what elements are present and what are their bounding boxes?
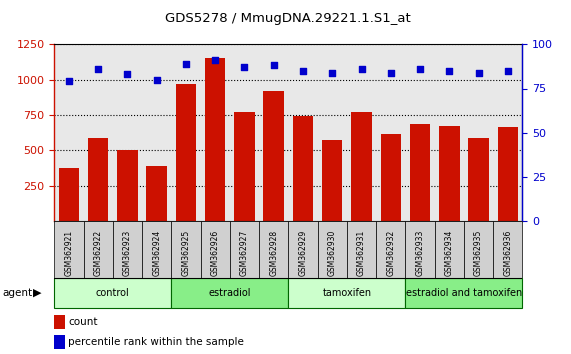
Point bbox=[152, 77, 161, 82]
Point bbox=[357, 66, 366, 72]
Bar bbox=[347, 221, 376, 278]
Text: GSM362936: GSM362936 bbox=[503, 230, 512, 276]
Bar bbox=[468, 138, 489, 221]
Bar bbox=[230, 221, 259, 278]
Point bbox=[445, 68, 454, 74]
Text: estradiol: estradiol bbox=[208, 288, 251, 298]
Bar bbox=[54, 221, 83, 278]
Bar bbox=[263, 91, 284, 221]
Point bbox=[94, 66, 103, 72]
Text: GSM362935: GSM362935 bbox=[474, 230, 483, 276]
Bar bbox=[83, 221, 112, 278]
Text: agent: agent bbox=[3, 288, 33, 298]
Text: control: control bbox=[96, 288, 130, 298]
Text: GSM362929: GSM362929 bbox=[299, 230, 308, 276]
Text: GSM362931: GSM362931 bbox=[357, 230, 366, 276]
Point bbox=[123, 72, 132, 77]
Bar bbox=[288, 278, 405, 308]
Bar bbox=[54, 335, 65, 348]
Bar bbox=[113, 221, 142, 278]
Text: GSM362933: GSM362933 bbox=[416, 230, 425, 276]
Bar bbox=[410, 124, 431, 221]
Text: GSM362925: GSM362925 bbox=[182, 230, 191, 276]
Bar bbox=[380, 134, 401, 221]
Bar bbox=[351, 112, 372, 221]
Text: GSM362926: GSM362926 bbox=[211, 230, 220, 276]
Bar bbox=[54, 278, 171, 308]
Point bbox=[328, 70, 337, 75]
Bar bbox=[205, 58, 226, 221]
Bar bbox=[322, 140, 343, 221]
Bar bbox=[259, 221, 288, 278]
Text: GSM362928: GSM362928 bbox=[269, 230, 278, 276]
Point bbox=[240, 64, 249, 70]
Text: GSM362921: GSM362921 bbox=[65, 230, 74, 276]
Bar bbox=[405, 278, 522, 308]
Bar bbox=[171, 278, 288, 308]
Bar bbox=[146, 166, 167, 221]
Text: count: count bbox=[69, 318, 98, 327]
Point bbox=[474, 70, 483, 75]
Point bbox=[503, 68, 512, 74]
Bar bbox=[317, 221, 347, 278]
Bar bbox=[234, 112, 255, 221]
Point bbox=[386, 70, 395, 75]
Text: GSM362923: GSM362923 bbox=[123, 230, 132, 276]
Bar bbox=[288, 221, 317, 278]
Bar bbox=[171, 221, 200, 278]
Bar bbox=[200, 221, 230, 278]
Text: GSM362922: GSM362922 bbox=[94, 230, 103, 276]
Point bbox=[416, 66, 425, 72]
Bar bbox=[435, 221, 464, 278]
Text: GSM362930: GSM362930 bbox=[328, 230, 337, 276]
Text: GSM362924: GSM362924 bbox=[152, 230, 161, 276]
Bar bbox=[376, 221, 405, 278]
Point bbox=[269, 63, 278, 68]
Text: GSM362927: GSM362927 bbox=[240, 230, 249, 276]
Bar bbox=[497, 127, 518, 221]
Bar bbox=[493, 221, 522, 278]
Text: ▶: ▶ bbox=[33, 288, 42, 298]
Bar bbox=[439, 126, 460, 221]
Point bbox=[65, 79, 74, 84]
Text: GDS5278 / MmugDNA.29221.1.S1_at: GDS5278 / MmugDNA.29221.1.S1_at bbox=[166, 12, 411, 25]
Bar bbox=[117, 150, 138, 221]
Text: percentile rank within the sample: percentile rank within the sample bbox=[69, 337, 244, 347]
Bar bbox=[176, 84, 196, 221]
Text: tamoxifen: tamoxifen bbox=[322, 288, 372, 298]
Bar bbox=[54, 315, 65, 329]
Bar bbox=[405, 221, 435, 278]
Bar bbox=[88, 138, 108, 221]
Text: estradiol and tamoxifen: estradiol and tamoxifen bbox=[406, 288, 522, 298]
Point bbox=[211, 57, 220, 63]
Text: GSM362934: GSM362934 bbox=[445, 230, 454, 276]
Bar bbox=[464, 221, 493, 278]
Point bbox=[182, 61, 191, 67]
Text: GSM362932: GSM362932 bbox=[386, 230, 395, 276]
Bar bbox=[59, 168, 79, 221]
Point bbox=[299, 68, 308, 74]
Bar bbox=[293, 116, 313, 221]
Bar bbox=[142, 221, 171, 278]
